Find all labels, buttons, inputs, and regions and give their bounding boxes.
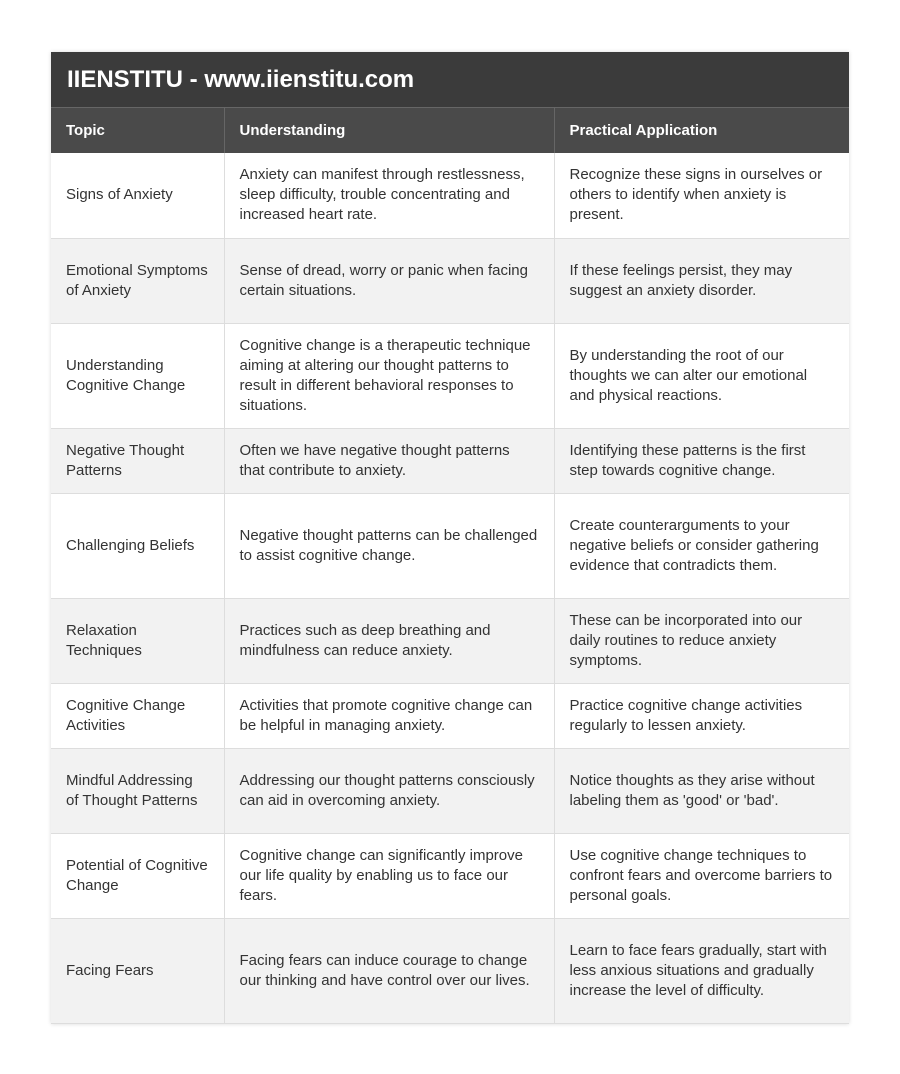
cell-understanding: Negative thought patterns can be challen… (224, 493, 555, 599)
cell-topic: Signs of Anxiety (51, 153, 225, 239)
cell-practical-application: Use cognitive change techniques to confr… (554, 833, 849, 919)
table-row: Facing Fears Facing fears can induce cour… (51, 918, 849, 1024)
cell-topic: Negative Thought Patterns (51, 428, 225, 494)
cell-topic: Facing Fears (51, 918, 225, 1024)
table-row: Signs of Anxiety Anxiety can manifest thr… (51, 153, 849, 239)
table-row: Potential of Cognitive Change Cognitive c… (51, 833, 849, 919)
cell-practical-application: By understanding the root of our thought… (554, 323, 849, 429)
cell-understanding: Cognitive change is a therapeutic techni… (224, 323, 555, 429)
cell-topic: Understanding Cognitive Change (51, 323, 225, 429)
cell-understanding: Addressing our thought patterns consciou… (224, 748, 555, 834)
cell-practical-application: Create counterarguments to your negative… (554, 493, 849, 599)
table-container: IIENSTITU - www.iienstitu.com Topic Unde… (51, 52, 849, 1024)
cell-understanding: Practices such as deep breathing and min… (224, 598, 555, 684)
cell-understanding: Sense of dread, worry or panic when faci… (224, 238, 555, 324)
cell-understanding: Cognitive change can significantly impro… (224, 833, 555, 919)
cell-understanding: Often we have negative thought patterns … (224, 428, 555, 494)
page-title: IIENSTITU - www.iienstitu.com (51, 52, 849, 108)
table-row: Challenging Beliefs Negative thought patt… (51, 493, 849, 599)
cell-topic: Cognitive Change Activities (51, 683, 225, 749)
cell-understanding: Activities that promote cognitive change… (224, 683, 555, 749)
cell-topic: Potential of Cognitive Change (51, 833, 225, 919)
cell-practical-application: If these feelings persist, they may sugg… (554, 238, 849, 324)
cell-practical-application: Identifying these patterns is the first … (554, 428, 849, 494)
cell-topic: Relaxation Techniques (51, 598, 225, 684)
data-table: Topic Understanding Practical Applicatio… (51, 108, 849, 1024)
column-header-understanding: Understanding (224, 108, 555, 153)
cell-topic: Challenging Beliefs (51, 493, 225, 599)
cell-understanding: Facing fears can induce courage to chang… (224, 918, 555, 1024)
cell-practical-application: Learn to face fears gradually, start wit… (554, 918, 849, 1024)
cell-practical-application: These can be incorporated into our daily… (554, 598, 849, 684)
cell-practical-application: Practice cognitive change activities reg… (554, 683, 849, 749)
table-row: Cognitive Change Activities Activities th… (51, 683, 849, 749)
column-header-topic: Topic (51, 108, 225, 153)
cell-topic: Emotional Symptoms of Anxiety (51, 238, 225, 324)
cell-practical-application: Notice thoughts as they arise without la… (554, 748, 849, 834)
cell-understanding: Anxiety can manifest through restlessnes… (224, 153, 555, 239)
table-row: Relaxation Techniques Practices such as d… (51, 598, 849, 684)
table-row: Emotional Symptoms of Anxiety Sense of dr… (51, 238, 849, 324)
table-row: Understanding Cognitive Change Cognitive … (51, 323, 849, 429)
table-row: Mindful Addressing of Thought Patterns Ad… (51, 748, 849, 834)
column-header-practical-application: Practical Application (554, 108, 849, 153)
cell-practical-application: Recognize these signs in ourselves or ot… (554, 153, 849, 239)
header-row: Topic Understanding Practical Applicatio… (51, 108, 849, 153)
table-row: Negative Thought Patterns Often we have n… (51, 428, 849, 494)
cell-topic: Mindful Addressing of Thought Patterns (51, 748, 225, 834)
